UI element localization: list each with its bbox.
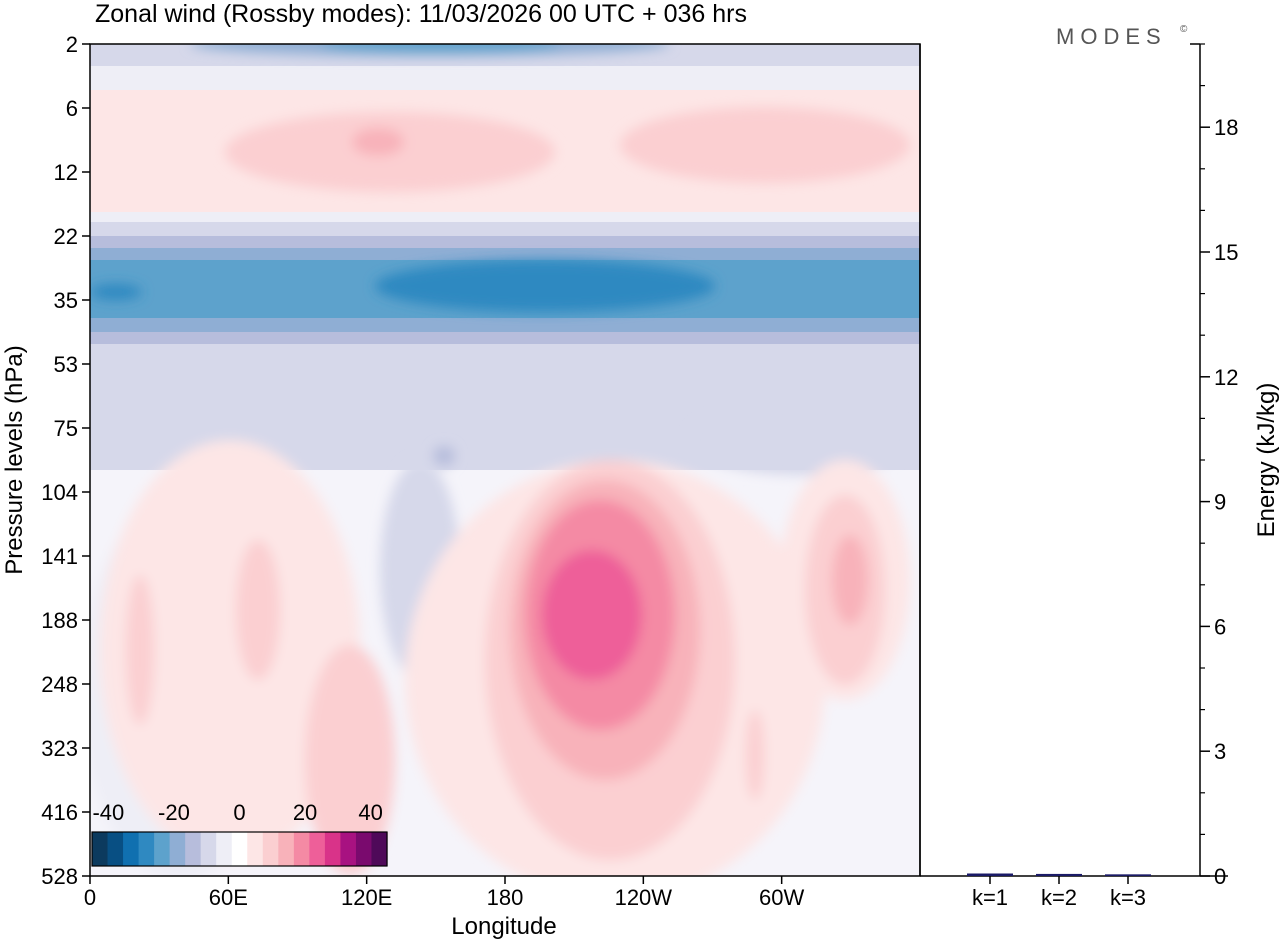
energy-category-label: k=2: [1041, 885, 1077, 910]
colorbar-swatch: [154, 832, 171, 866]
colorbar-swatch: [262, 832, 279, 866]
energy-bar: [967, 873, 1013, 876]
y-tick-label: 416: [41, 800, 78, 825]
y-tick-label: 2: [66, 32, 78, 57]
brand-mark: ©: [1180, 24, 1188, 35]
y-tick-label: 53: [54, 352, 78, 377]
colorbar-swatch: [138, 832, 155, 866]
y-tick-label: 248: [41, 672, 78, 697]
westerly-west-4: [305, 645, 395, 875]
colorbar-tick-label: 40: [358, 800, 382, 825]
x-tick-label: 120E: [341, 885, 392, 910]
x-tick-label: 60E: [209, 885, 248, 910]
field-blobs: [90, 44, 910, 876]
heatmap-panel: 0 60E 120E 180 120W 60W 2 6 12 22 35 53 75 104 141 188…: [1, 32, 921, 940]
colorbar-tick-label: 20: [293, 800, 317, 825]
y-tick-label: 528: [41, 864, 78, 889]
band-transition: [90, 212, 920, 222]
energy-tick-label: 9: [1214, 490, 1226, 515]
x-tick-label: 0: [84, 885, 96, 910]
colorbar-tick-label: -20: [158, 800, 190, 825]
colorbar-tick-label: -40: [92, 800, 124, 825]
tropo-max-core: [542, 550, 642, 680]
colorbar-swatch: [371, 832, 388, 866]
y-tick-label: 104: [41, 480, 78, 505]
colorbar-swatch: [247, 832, 264, 866]
y-tick-label: 6: [66, 96, 78, 121]
westerly-west-3: [126, 575, 154, 725]
y-tick-label: 35: [54, 288, 78, 313]
colorbar-swatch: [92, 832, 109, 866]
brand-text: MODES: [1056, 24, 1167, 49]
x-tick-label: 120W: [615, 885, 673, 910]
colorbar-tick-label: 0: [233, 800, 245, 825]
colorbar-swatch: [185, 832, 202, 866]
colorbar-swatch: [231, 832, 248, 866]
x-axis-label: Longitude: [451, 913, 556, 940]
heatmap-y-ticks: 2 6 12 22 35 53 75 104 141 188 248 323 416 528: [41, 32, 90, 889]
y-tick-label: 22: [54, 224, 78, 249]
colorbar-swatch: [340, 832, 357, 866]
energy-tick-label: 3: [1214, 739, 1226, 764]
colorbar-swatch: [324, 832, 342, 866]
energy-y-ticks: 0 3 6 9 12 15 18: [1200, 43, 1238, 889]
jet-west-max: [90, 284, 142, 300]
colorbar: -40 -20 0 20 40: [91, 800, 388, 867]
energy-tick-label: 15: [1214, 240, 1238, 265]
energy-category-label: k=1: [972, 885, 1008, 910]
colorbar-tick-labels: -40 -20 0 20 40: [92, 800, 382, 825]
energy-category-label: k=3: [1110, 885, 1146, 910]
colorbar-swatch: [216, 832, 233, 866]
energy-bar: [1105, 874, 1151, 876]
energy-tick-label: 6: [1214, 614, 1226, 639]
heatmap-x-ticks: 0 60E 120E 180 120W 60W: [84, 876, 805, 910]
westerly-west-2: [236, 540, 280, 680]
easterly-east: [690, 405, 910, 475]
east-westerly-3: [832, 535, 868, 625]
colorbar-swatches: [92, 832, 388, 866]
energy-panel: k=1 k=2 k=3 0 3 6 9 12 15 18 Energy (kJ/kg): [919, 43, 1280, 910]
band-upper-neutral: [90, 66, 920, 90]
colorbar-swatch: [355, 832, 373, 866]
chart-title: Zonal wind (Rossby modes): 11/03/2026 00…: [95, 0, 747, 28]
westerly-spot: [352, 128, 404, 156]
westerly-west-1: [100, 440, 360, 860]
colorbar-swatch: [169, 832, 186, 866]
energy-tick-label: 12: [1214, 365, 1238, 390]
brand-logo: MODES ©: [1056, 24, 1188, 49]
x-tick-label: 180: [487, 885, 524, 910]
y-axis-label: Pressure levels (hPa): [1, 345, 28, 574]
y-tick-label: 12: [54, 160, 78, 185]
top-easterly-peak: [320, 44, 560, 52]
y-tick-label: 188: [41, 608, 78, 633]
energy-tick-label: 18: [1214, 115, 1238, 140]
east-small-tongue: [746, 710, 764, 800]
energy-category-labels: k=1 k=2 k=3: [972, 876, 1146, 910]
colorbar-swatch: [123, 832, 140, 866]
colorbar-swatch: [200, 832, 217, 866]
x-tick-label: 60W: [759, 885, 804, 910]
energy-bar: [1036, 873, 1082, 876]
jet-max: [375, 260, 715, 312]
westerly-patch-east: [620, 107, 910, 183]
heatmap-field: [90, 44, 920, 876]
colorbar-swatch: [293, 832, 310, 866]
colorbar-swatch: [278, 832, 295, 866]
small-blue-spot: [433, 446, 455, 466]
y-tick-label: 75: [54, 416, 78, 441]
energy-bars: [967, 873, 1151, 876]
colorbar-swatch: [309, 832, 326, 866]
y-tick-label: 141: [41, 544, 78, 569]
energy-axis-label: Energy (kJ/kg): [1253, 383, 1280, 538]
colorbar-frame: [91, 831, 388, 867]
y-tick-label: 323: [41, 736, 78, 761]
energy-tick-label: 0: [1214, 864, 1226, 889]
colorbar-swatch: [107, 832, 124, 866]
